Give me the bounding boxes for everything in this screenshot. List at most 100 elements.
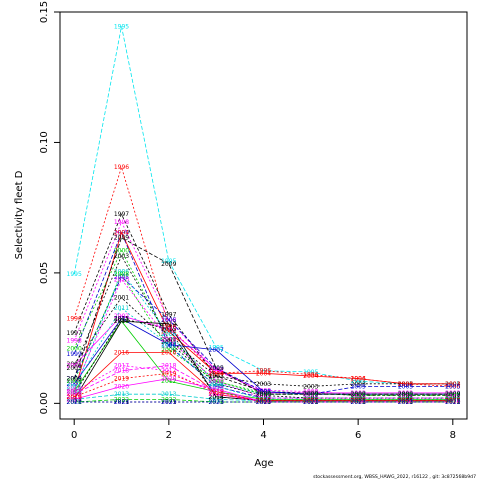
point-label-1997-age-5: 1997 (303, 390, 318, 397)
point-label-2003-age-0: 2003 (67, 365, 82, 372)
point-label-2008-age-7: 2008 (398, 391, 413, 398)
point-label-2010-age-0: 2010 (67, 386, 82, 393)
point-label-1997-age-3: 1997 (209, 373, 224, 380)
point-label-2020-age-6: 2020 (351, 399, 366, 406)
point-label-1998-age-3: 1998 (209, 368, 224, 375)
point-label-2003-age-1: 2003 (114, 253, 129, 260)
point-label-2000-age-5: 2000 (303, 390, 318, 397)
point-label-2017-age-2: 2017 (161, 368, 176, 375)
point-label-1995-age-6: 1995 (351, 378, 366, 385)
point-label-1999-age-6: 1999 (351, 395, 366, 402)
series-line-2010 (73, 278, 453, 399)
point-label-2012-age-7: 2012 (398, 396, 413, 403)
point-label-2016-age-5: 2016 (303, 398, 318, 405)
point-label-2007-age-1: 2007 (114, 316, 129, 323)
point-label-2005-age-1: 2005 (114, 274, 129, 281)
point-label-2018-age-7: 2018 (398, 399, 413, 406)
point-label-2008-age-8: 2008 (445, 391, 460, 398)
point-label-2009-age-3: 2009 (209, 365, 224, 372)
y-tick-label: 0.15 (39, 1, 50, 23)
y-axis: 0.00 0.05 0.10 0.15 (39, 1, 60, 414)
point-label-2007-age-2: 2007 (161, 342, 176, 349)
point-label-2007-age-6: 2007 (351, 391, 366, 398)
point-label-2000-age-8: 2000 (445, 393, 460, 400)
point-label-2000-age-7: 2000 (398, 393, 413, 400)
point-label-2017-age-8: 2017 (445, 399, 460, 406)
point-label-1999-age-3: 1999 (209, 383, 224, 390)
point-label-2011-age-3: 2011 (209, 383, 224, 390)
point-label-1996-age-3: 1996 (209, 370, 224, 377)
point-label-2022-age-5: 2022 (303, 399, 318, 406)
point-label-2003-age-5: 2003 (303, 383, 318, 390)
point-label-2023-age-2: 2023 (161, 399, 176, 406)
point-label-2023-age-6: 2023 (351, 399, 366, 406)
point-label-2019-age-7: 2019 (398, 399, 413, 406)
point-label-2002-age-2: 2002 (161, 326, 176, 333)
point-label-2004-age-5: 2004 (303, 373, 318, 380)
point-label-2023-age-3: 2023 (209, 399, 224, 406)
point-label-2019-age-5: 2019 (303, 399, 318, 406)
x-tick-label: 6 (355, 430, 361, 441)
point-label-2013-age-6: 2013 (351, 398, 366, 405)
point-label-2001-age-4: 2001 (256, 393, 271, 400)
point-label-2021-age-8: 2021 (445, 399, 460, 406)
series-line-2015 (73, 318, 453, 402)
point-label-2022-age-4: 2022 (256, 399, 271, 406)
point-label-2002-age-6: 2002 (351, 390, 366, 397)
point-label-2000-age-6: 2000 (351, 393, 366, 400)
point-label-2009-age-8: 2009 (445, 391, 460, 398)
series-line-2018 (74, 365, 453, 403)
point-label-2018-age-3: 2018 (209, 389, 224, 396)
point-label-2006-age-1: 2006 (114, 269, 129, 276)
point-label-2014-age-2: 2014 (161, 321, 176, 328)
point-label-2021-age-5: 2021 (303, 399, 318, 406)
point-label-2014-age-8: 2014 (445, 398, 460, 405)
point-label-2006-age-6: 2006 (351, 391, 366, 398)
point-label-2008-age-3: 2008 (209, 378, 224, 385)
point-label-2000-age-1: 2000 (114, 248, 129, 255)
point-label-2014-age-6: 2014 (351, 398, 366, 405)
point-label-2009-age-6: 2009 (351, 391, 366, 398)
point-label-2021-age-0: 2021 (67, 399, 82, 406)
point-label-1995-age-0: 1995 (67, 271, 82, 278)
point-label-2008-age-2: 2008 (161, 347, 176, 354)
point-label-2016-age-3: 2016 (209, 391, 224, 398)
point-label-2020-age-0: 2020 (67, 396, 82, 403)
point-label-2007-age-3: 2007 (209, 347, 224, 354)
point-label-2022-age-8: 2022 (445, 399, 460, 406)
point-label-2010-age-5: 2010 (303, 395, 318, 402)
point-label-2009-age-5: 2009 (303, 391, 318, 398)
point-label-2000-age-4: 2000 (256, 390, 271, 397)
point-label-2009-age-2: 2009 (161, 261, 176, 268)
point-label-1997-age-4: 1997 (256, 389, 271, 396)
point-label-2022-age-0: 2022 (67, 399, 82, 406)
point-label-2005-age-4: 2005 (256, 389, 271, 396)
point-label-2018-age-2: 2018 (161, 363, 176, 370)
point-label-2015-age-8: 2015 (445, 398, 460, 405)
point-label-2011-age-6: 2011 (351, 396, 366, 403)
point-label-2023-age-1: 2023 (114, 399, 129, 406)
y-tick-label: 0.10 (39, 131, 50, 153)
point-label-2011-age-4: 2011 (256, 396, 271, 403)
point-label-2012-age-0: 2012 (67, 389, 82, 396)
point-label-2019-age-8: 2019 (445, 399, 460, 406)
point-label-1998-age-7: 1998 (398, 391, 413, 398)
point-label-2020-age-7: 2020 (398, 399, 413, 406)
point-label-2016-age-2: 2016 (161, 350, 176, 357)
point-label-2007-age-5: 2007 (303, 391, 318, 398)
y-tick-label: 0.05 (39, 262, 50, 284)
series-line-2001 (73, 297, 453, 399)
point-label-2018-age-4: 2018 (256, 399, 271, 406)
point-label-2005-age-0: 2005 (67, 376, 82, 383)
point-label-1996-age-2: 1996 (161, 323, 176, 330)
series-line-1999 (73, 231, 453, 399)
point-label-1997-age-7: 1997 (398, 393, 413, 400)
point-label-2017-age-0: 2017 (67, 389, 82, 396)
point-label-1997-age-6: 1997 (351, 393, 366, 400)
point-label-2009-age-7: 2009 (398, 391, 413, 398)
point-label-2005-age-6: 2005 (351, 383, 366, 390)
point-label-2012-age-2: 2012 (161, 378, 176, 385)
point-label-2013-age-8: 2013 (445, 398, 460, 405)
point-label-2011-age-0: 2011 (67, 383, 82, 390)
